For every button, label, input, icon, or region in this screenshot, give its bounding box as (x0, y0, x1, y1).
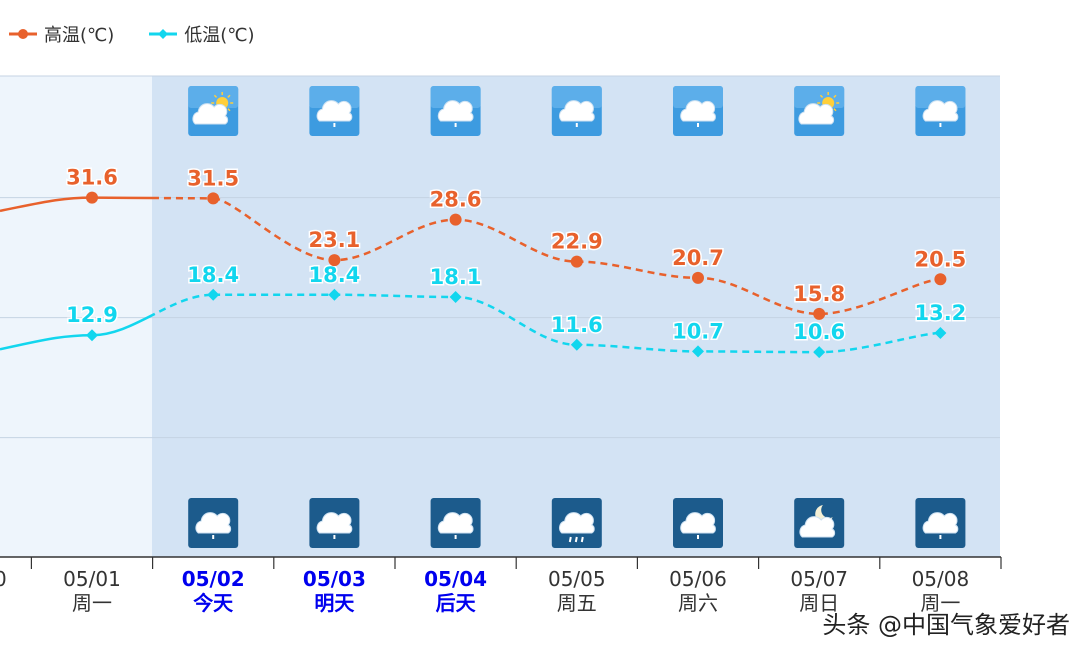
cloudy-icon (673, 86, 723, 136)
high-series-line-transition (91, 196, 152, 200)
high-series-marker-icon (9, 29, 37, 39)
high-data-label: 31.5 (187, 166, 239, 190)
high-point (692, 271, 704, 284)
x-tick-label-weekday: 今天 (193, 591, 234, 615)
moon-cloud-icon (794, 498, 845, 548)
cloudy-icon (915, 86, 966, 136)
high-data-label: 20.5 (914, 247, 966, 271)
cloudy-icon (309, 498, 360, 548)
chart-legend: 高温(℃) 低温(℃) (8, 18, 255, 50)
legend-label-low: 低温(℃) (184, 25, 255, 46)
x-tick-label-date: 05/01 (63, 567, 121, 591)
x-tick-label-date: 05/02 (182, 567, 245, 591)
high-data-label: 15.8 (793, 282, 845, 306)
partly-cloudy-sun-icon (794, 86, 845, 136)
low-data-label: 12.9 (66, 303, 118, 327)
low-data-label: 10.7 (672, 319, 724, 343)
cloudy-icon (309, 86, 360, 136)
high-point (328, 254, 341, 267)
x-tick-label-weekday: 周日 (799, 591, 839, 615)
x-tick-label-date: 05/03 (303, 567, 366, 591)
partly-cloudy-sun-icon (188, 86, 239, 136)
low-point (692, 345, 704, 358)
high-point (934, 273, 947, 286)
cloudy-icon (915, 498, 966, 548)
cloudy-icon (188, 498, 239, 548)
high-data-label: 28.6 (430, 188, 482, 212)
watermark: 头条 @中国气象爱好者 (822, 611, 1070, 639)
low-point (86, 329, 98, 342)
high-point (207, 192, 220, 205)
low-point (570, 338, 583, 351)
x-tick-label-date: 05/06 (669, 567, 727, 591)
cloudy-icon (430, 498, 481, 548)
high-data-label: 23.1 (308, 228, 360, 252)
low-point (813, 346, 826, 359)
high-point (86, 191, 98, 204)
x-tick-label-weekday: 后天 (436, 591, 477, 615)
x-tick-label-partial: 0 (0, 567, 7, 591)
low-series-line-past (0, 333, 93, 351)
light-rain-icon (551, 498, 602, 548)
low-series-marker-icon (149, 29, 178, 39)
high-point (449, 213, 462, 226)
low-data-label: 13.2 (914, 301, 966, 325)
low-point (934, 327, 947, 340)
x-tick-label-weekday: 周一 (920, 591, 960, 615)
forecast-region-bg (152, 76, 1000, 557)
x-tick-label-weekday: 明天 (314, 591, 355, 615)
high-point (570, 255, 583, 268)
x-tick-label-weekday: 周一 (72, 591, 112, 615)
x-tick-label-date: 05/05 (548, 567, 606, 591)
legend-label-high: 高温(℃) (44, 25, 115, 46)
low-data-label: 18.4 (308, 263, 360, 287)
legend-item-low[interactable]: 低温(℃) (148, 21, 255, 47)
low-point (328, 288, 341, 301)
high-series-line-past (0, 196, 93, 213)
low-point (449, 290, 462, 303)
high-data-label: 22.9 (551, 230, 603, 254)
past-region-bg (0, 76, 152, 557)
legend-item-high[interactable]: 高温(℃) (8, 21, 114, 47)
low-series-line-transition (91, 313, 152, 337)
cloudy-icon (551, 86, 602, 136)
low-data-label: 18.4 (187, 263, 239, 287)
high-series-line-transition-dashed (152, 196, 214, 200)
x-tick-label-date: 05/07 (790, 567, 848, 591)
high-data-label: 31.6 (66, 166, 118, 190)
x-tick-label-date: 05/08 (912, 567, 970, 591)
high-data-label: 20.7 (672, 246, 724, 270)
cloudy-icon (430, 86, 481, 136)
low-point (207, 288, 220, 301)
low-data-label: 10.6 (793, 320, 845, 344)
x-tick-label-weekday: 周六 (678, 591, 718, 615)
low-series-line-transition-dashed (152, 293, 214, 317)
x-tick-label-date: 05/04 (424, 567, 487, 591)
cloudy-icon (673, 498, 723, 548)
high-point (813, 307, 826, 320)
low-data-label: 11.6 (551, 313, 603, 337)
x-tick-label-weekday: 周五 (557, 591, 597, 615)
low-data-label: 18.1 (430, 265, 482, 289)
